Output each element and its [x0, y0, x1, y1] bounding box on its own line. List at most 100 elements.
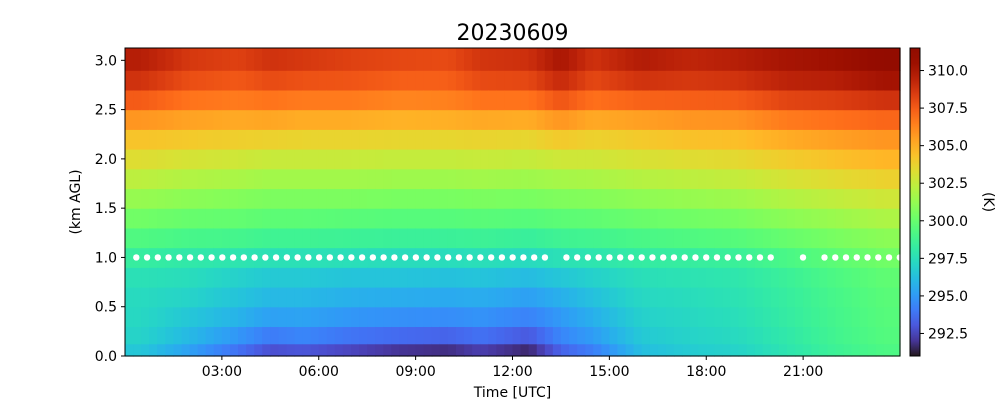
heatmap-cell — [706, 287, 715, 308]
heatmap-cell — [262, 168, 271, 190]
heatmap-cell — [254, 227, 263, 249]
heatmap-cell — [334, 188, 344, 209]
heatmap-cell — [593, 129, 602, 150]
heatmap-cell — [181, 326, 191, 345]
heatmap-cell — [819, 70, 828, 91]
heatmap-cell — [649, 343, 659, 357]
heatmap-cell — [310, 267, 320, 288]
heatmap-cell — [698, 326, 707, 345]
heatmap-cell — [585, 306, 594, 328]
heatmap-cell — [342, 149, 352, 170]
heatmap-cell — [455, 227, 465, 249]
heatmap-cell — [698, 227, 707, 249]
heatmap-cell — [189, 149, 199, 170]
heatmap-cell — [286, 188, 296, 209]
heatmap-cell — [302, 70, 312, 91]
heatmap-cell — [302, 227, 312, 249]
heatmap-cell — [786, 48, 796, 71]
heatmap-cell — [504, 168, 514, 190]
heatmap-cell — [560, 149, 570, 170]
heatmap-cell — [173, 227, 183, 249]
heatmap-cell — [213, 267, 223, 288]
heatmap-cell — [560, 343, 570, 357]
heatmap-cell — [569, 287, 578, 308]
heatmap-cell — [238, 287, 247, 308]
heatmap-cell — [455, 89, 465, 111]
heatmap-cell — [577, 70, 586, 91]
cloud-base-marker — [724, 254, 731, 261]
heatmap-cell — [891, 343, 901, 357]
heatmap-cell — [803, 287, 812, 308]
heatmap-cell — [286, 109, 296, 130]
heatmap-cell — [399, 70, 409, 91]
heatmap-cell — [407, 247, 417, 268]
heatmap-cell — [786, 287, 796, 308]
heatmap-cell — [641, 208, 651, 229]
heatmap-cell — [141, 109, 150, 130]
heatmap-cell — [819, 109, 828, 130]
heatmap-cell — [601, 247, 610, 268]
heatmap-cell — [221, 326, 231, 345]
heatmap-cell — [455, 287, 465, 308]
heatmap-cell — [883, 208, 893, 229]
heatmap-cell — [205, 109, 215, 130]
heatmap-cell — [310, 109, 320, 130]
heatmap-cell — [165, 129, 175, 150]
cloud-base-marker — [326, 254, 334, 261]
heatmap-cell — [173, 89, 183, 111]
heatmap-cell — [778, 149, 788, 170]
heatmap-cell — [415, 149, 425, 170]
heatmap-cell — [133, 267, 142, 288]
heatmap-cell — [520, 70, 530, 91]
heatmap-cell — [512, 267, 522, 288]
heatmap-cell — [690, 168, 699, 190]
heatmap-cell — [149, 247, 158, 268]
heatmap-cell — [213, 306, 223, 328]
cloud-base-marker — [272, 254, 280, 261]
heatmap-cell — [641, 129, 651, 150]
heatmap-cell — [262, 326, 271, 345]
heatmap-cell — [205, 267, 215, 288]
heatmap-cell — [883, 109, 893, 130]
heatmap-cell — [795, 129, 804, 150]
heatmap-cell — [149, 149, 158, 170]
heatmap-cell — [141, 149, 150, 170]
heatmap-cell — [811, 326, 820, 345]
heatmap-cell — [633, 343, 643, 357]
heatmap-cell — [496, 89, 506, 111]
heatmap-cell — [625, 227, 635, 249]
heatmap-cell — [883, 306, 893, 328]
heatmap-cell — [480, 208, 489, 229]
heatmap-cell — [746, 326, 756, 345]
heatmap-cell — [698, 149, 707, 170]
heatmap-cell — [649, 306, 659, 328]
heatmap-cell — [552, 109, 562, 130]
heatmap-cell — [165, 326, 175, 345]
heatmap-cell — [278, 227, 288, 249]
heatmap-cell — [399, 109, 409, 130]
heatmap-cell — [552, 149, 562, 170]
heatmap-cell — [359, 227, 368, 249]
heatmap-cell — [875, 188, 885, 209]
heatmap-cell — [633, 326, 643, 345]
heatmap-cell — [601, 149, 610, 170]
heatmap-cell — [415, 168, 425, 190]
heatmap-cell — [867, 208, 877, 229]
heatmap-cell — [367, 70, 376, 91]
heatmap-cell — [891, 208, 901, 229]
heatmap-cell — [238, 267, 247, 288]
heatmap-cell — [197, 227, 207, 249]
heatmap-cell — [455, 129, 465, 150]
cloud-base-marker — [627, 254, 635, 261]
colorbar-tick-label: 305.0 — [928, 139, 968, 155]
y-axis-label: (km AGL) — [68, 169, 84, 234]
heatmap-cell — [835, 326, 845, 345]
heatmap-cell — [310, 70, 320, 91]
heatmap-cell — [512, 208, 522, 229]
heatmap-cell — [786, 129, 796, 150]
heatmap-cell — [342, 326, 352, 345]
heatmap-cell — [601, 287, 610, 308]
heatmap-cell — [238, 48, 247, 71]
heatmap-cell — [472, 48, 481, 71]
heatmap-cell — [512, 89, 522, 111]
